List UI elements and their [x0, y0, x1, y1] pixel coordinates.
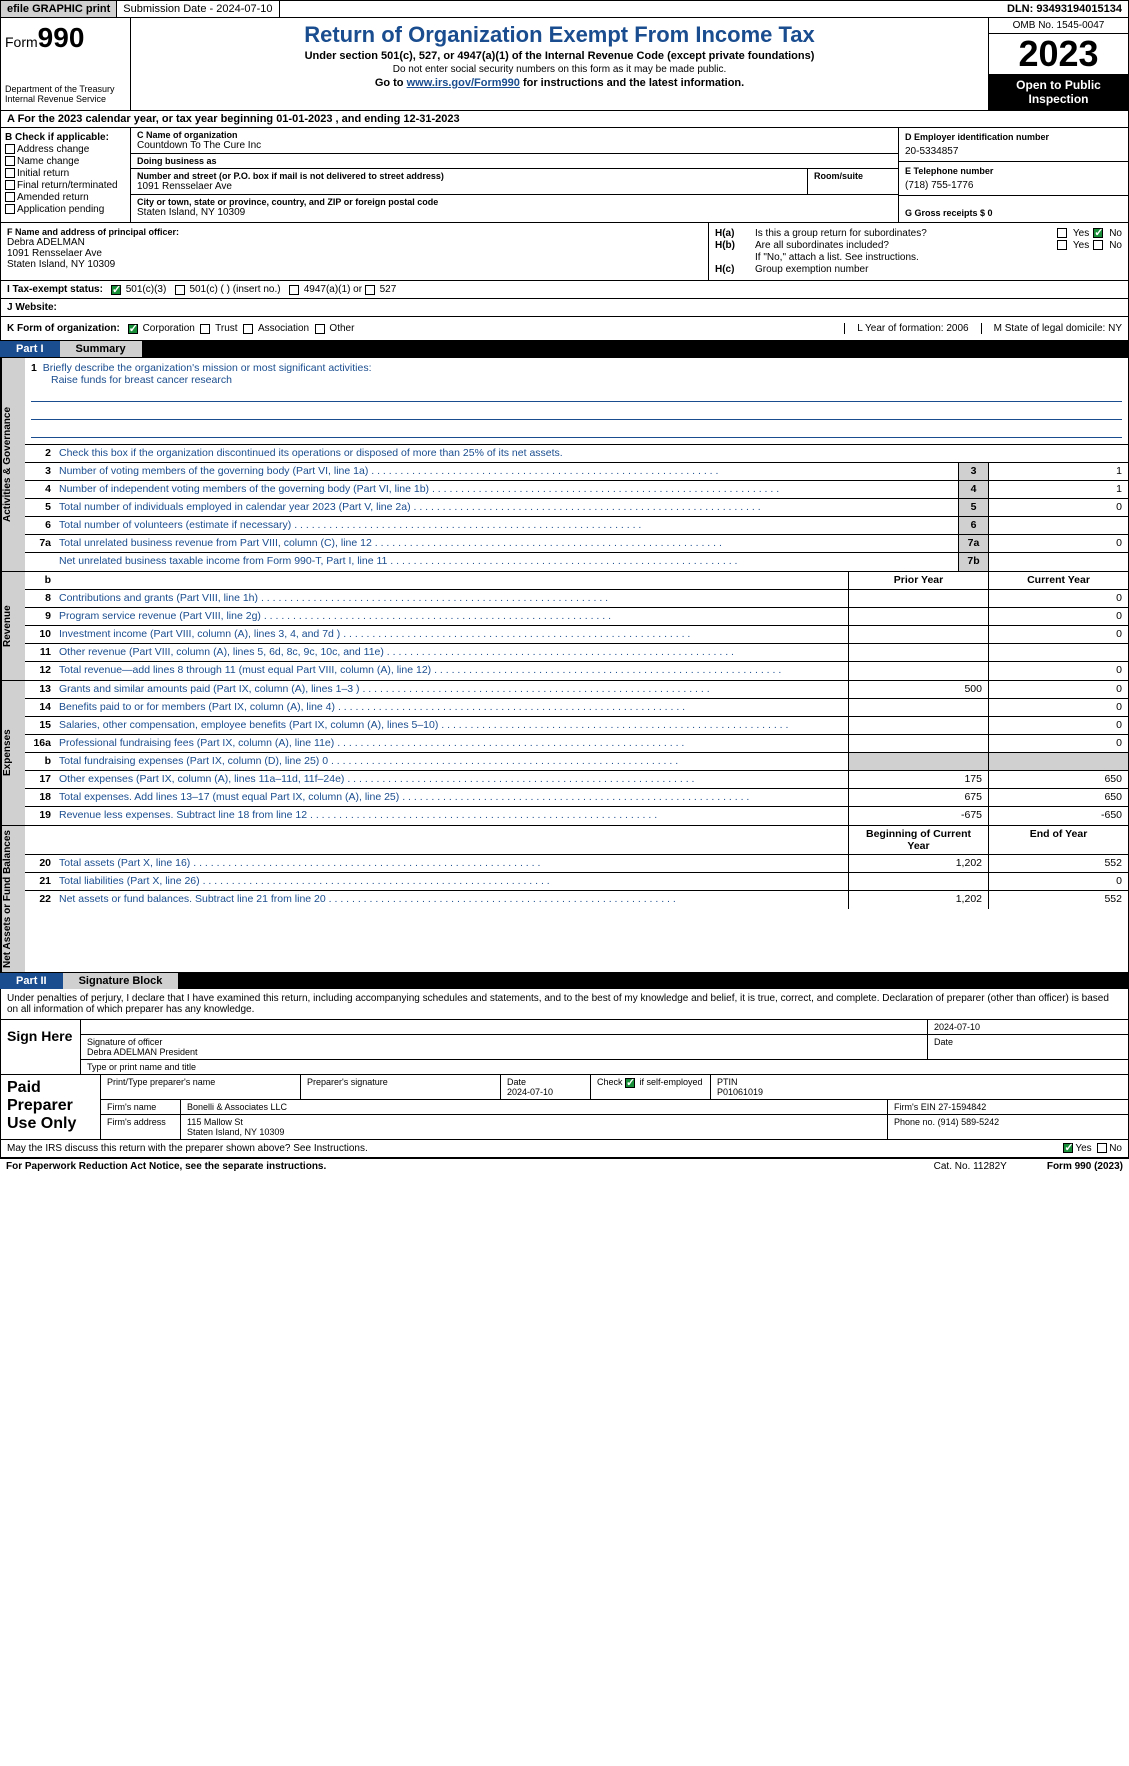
- line-a: A For the 2023 calendar year, or tax yea…: [0, 111, 1129, 128]
- chk-self-emp[interactable]: [625, 1078, 635, 1088]
- chk-ha-yes[interactable]: [1057, 228, 1067, 238]
- form-number: 990: [38, 22, 85, 53]
- chk-final-return[interactable]: Final return/terminated: [5, 180, 126, 191]
- signature-block: Under penalties of perjury, I declare th…: [0, 989, 1129, 1158]
- tab-activities: Activities & Governance: [1, 358, 25, 571]
- summary-row: 14 Benefits paid to or for members (Part…: [25, 699, 1128, 717]
- sign-here-label: Sign Here: [1, 1020, 81, 1074]
- org-name: Countdown To The Cure Inc: [137, 140, 892, 151]
- form-header: Form990 Department of the Treasury Inter…: [0, 18, 1129, 111]
- box-b: B Check if applicable: Address change Na…: [1, 128, 131, 222]
- summary-row: 6 Total number of volunteers (estimate i…: [25, 517, 1128, 535]
- summary-row: 13 Grants and similar amounts paid (Part…: [25, 681, 1128, 699]
- chk-name-change[interactable]: Name change: [5, 156, 126, 167]
- summary-row: Net unrelated business taxable income fr…: [25, 553, 1128, 571]
- open-public: Open to Public Inspection: [989, 74, 1128, 110]
- summary-row: 7a Total unrelated business revenue from…: [25, 535, 1128, 553]
- penalty-statement: Under penalties of perjury, I declare th…: [0, 989, 1129, 1020]
- city: Staten Island, NY 10309: [137, 207, 892, 218]
- ssn-warning: Do not enter social security numbers on …: [139, 64, 980, 75]
- summary-row: 12 Total revenue—add lines 8 through 11 …: [25, 662, 1128, 680]
- form-prefix: Form: [5, 34, 38, 50]
- summary-row: 11 Other revenue (Part VIII, column (A),…: [25, 644, 1128, 662]
- chk-501c3[interactable]: [111, 285, 121, 295]
- telephone: (718) 755-1776: [905, 180, 1122, 191]
- street: 1091 Rensselaer Ave: [137, 181, 801, 192]
- summary-row: 16a Professional fundraising fees (Part …: [25, 735, 1128, 753]
- ein: 20-5334857: [905, 146, 1122, 157]
- firm-ein: 27-1594842: [938, 1102, 986, 1112]
- summary-row: 17 Other expenses (Part IX, column (A), …: [25, 771, 1128, 789]
- section-f-h: F Name and address of principal officer:…: [0, 223, 1129, 281]
- state-domicile: M State of legal domicile: NY: [981, 323, 1122, 334]
- efile-label: efile GRAPHIC print: [1, 1, 117, 17]
- tab-net-assets: Net Assets or Fund Balances: [1, 826, 25, 972]
- section-b-c-d: B Check if applicable: Address change Na…: [0, 128, 1129, 223]
- chk-address-change[interactable]: Address change: [5, 144, 126, 155]
- form-subtitle: Under section 501(c), 527, or 4947(a)(1)…: [139, 50, 980, 62]
- part2-header: Part II Signature Block: [0, 973, 1129, 989]
- chk-527[interactable]: [365, 285, 375, 295]
- box-c: C Name of organization Countdown To The …: [131, 128, 898, 222]
- line-i: I Tax-exempt status: 501(c)(3) 501(c) ( …: [0, 281, 1129, 299]
- chk-4947[interactable]: [289, 285, 299, 295]
- chk-trust[interactable]: [200, 324, 210, 334]
- chk-other[interactable]: [315, 324, 325, 334]
- dept-label: Department of the Treasury Internal Reve…: [5, 84, 126, 104]
- officer-addr2: Staten Island, NY 10309: [7, 259, 702, 270]
- form-title: Return of Organization Exempt From Incom…: [139, 22, 980, 48]
- chk-discuss-yes[interactable]: [1063, 1143, 1073, 1153]
- summary-row: 18 Total expenses. Add lines 13–17 (must…: [25, 789, 1128, 807]
- ptin: P01061019: [717, 1087, 763, 1097]
- chk-corp[interactable]: [128, 324, 138, 334]
- box-d: D Employer identification number 20-5334…: [898, 128, 1128, 222]
- summary-net: Net Assets or Fund Balances Beginning of…: [0, 826, 1129, 973]
- chk-assoc[interactable]: [243, 324, 253, 334]
- summary-rev: Revenue bPrior YearCurrent Year 8 Contri…: [0, 572, 1129, 681]
- year-formation: L Year of formation: 2006: [844, 323, 980, 334]
- officer-name: Debra ADELMAN: [7, 237, 702, 248]
- irs-link[interactable]: www.irs.gov/Form990: [407, 77, 520, 89]
- chk-hb-yes[interactable]: [1057, 240, 1067, 250]
- line-j: J Website:: [0, 299, 1129, 317]
- summary-row: 9 Program service revenue (Part VIII, li…: [25, 608, 1128, 626]
- firm-phone: (914) 589-5242: [938, 1117, 1000, 1127]
- summary-gov: Activities & Governance 1 Briefly descri…: [0, 357, 1129, 572]
- submission-date: Submission Date - 2024-07-10: [117, 1, 279, 17]
- dln: DLN: 93493194015134: [1001, 1, 1128, 17]
- chk-501c[interactable]: [175, 285, 185, 295]
- line-k: K Form of organization: Corporation Trus…: [0, 317, 1129, 341]
- summary-row: 15 Salaries, other compensation, employe…: [25, 717, 1128, 735]
- gross-receipts: G Gross receipts $ 0: [905, 208, 1122, 218]
- officer-sig: Debra ADELMAN President: [87, 1047, 921, 1057]
- summary-row: 5 Total number of individuals employed i…: [25, 499, 1128, 517]
- chk-amended[interactable]: Amended return: [5, 192, 126, 203]
- summary-row: 10 Investment income (Part VIII, column …: [25, 626, 1128, 644]
- firm-name: Bonelli & Associates LLC: [181, 1100, 888, 1114]
- summary-row: 22 Net assets or fund balances. Subtract…: [25, 891, 1128, 909]
- mission-text: Raise funds for breast cancer research: [31, 374, 1122, 386]
- summary-row: b Total fundraising expenses (Part IX, c…: [25, 753, 1128, 771]
- summary-row: 3 Number of voting members of the govern…: [25, 463, 1128, 481]
- top-bar: efile GRAPHIC print Submission Date - 20…: [0, 0, 1129, 18]
- summary-row: 21 Total liabilities (Part X, line 26) 0: [25, 873, 1128, 891]
- summary-exp: Expenses 13 Grants and similar amounts p…: [0, 681, 1129, 826]
- summary-row: 20 Total assets (Part X, line 16) 1,202 …: [25, 855, 1128, 873]
- chk-discuss-no[interactable]: [1097, 1143, 1107, 1153]
- summary-row: 4 Number of independent voting members o…: [25, 481, 1128, 499]
- paid-preparer-label: Paid Preparer Use Only: [1, 1075, 101, 1139]
- summary-row: 19 Revenue less expenses. Subtract line …: [25, 807, 1128, 825]
- tax-year: 2023: [989, 34, 1128, 74]
- chk-initial-return[interactable]: Initial return: [5, 168, 126, 179]
- chk-ha-no[interactable]: [1093, 228, 1103, 238]
- chk-app-pending[interactable]: Application pending: [5, 204, 126, 215]
- omb-number: OMB No. 1545-0047: [989, 18, 1128, 34]
- summary-row: 8 Contributions and grants (Part VIII, l…: [25, 590, 1128, 608]
- chk-hb-no[interactable]: [1093, 240, 1103, 250]
- tab-expenses: Expenses: [1, 681, 25, 825]
- part1-header: Part I Summary: [0, 341, 1129, 357]
- officer-addr1: 1091 Rensselaer Ave: [7, 248, 702, 259]
- page-footer: For Paperwork Reduction Act Notice, see …: [0, 1158, 1129, 1174]
- tab-revenue: Revenue: [1, 572, 25, 680]
